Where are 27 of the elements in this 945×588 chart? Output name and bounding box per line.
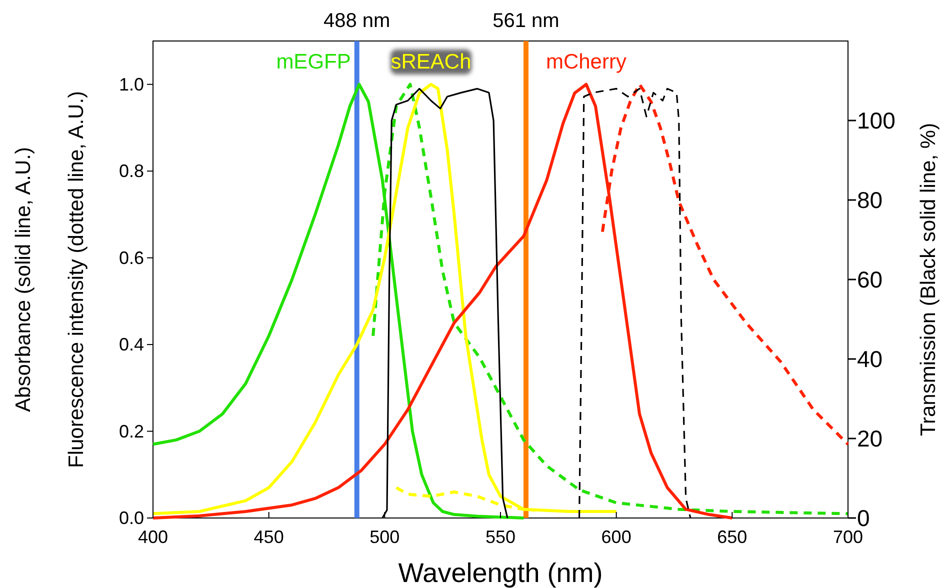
ref-line-label: 561 nm [492, 10, 560, 32]
y2-tick-label: 60 [857, 266, 883, 292]
text: Absorbance (solid line, A.U.) Fluorescence intensity (dotted line, A.U.) [12, 90, 88, 468]
y2-tick-label: 100 [857, 108, 896, 134]
y-tick-label: 1.0 [118, 74, 144, 94]
x-tick-label: 650 [717, 527, 748, 547]
line-series [394, 486, 537, 512]
y-tick-label: 0.8 [118, 161, 144, 182]
y2-axis-title: Transmission (Black solid line, %) [917, 122, 940, 436]
series-label: sREACh [390, 50, 472, 74]
y-tick-label: 0.6 [118, 248, 144, 268]
x-tick-label: 450 [254, 527, 284, 547]
y-tick-label: 0.0 [118, 508, 144, 528]
line-series [152, 82, 618, 516]
y2-tick-label: 20 [857, 426, 883, 452]
series-label: mEGFP [276, 50, 351, 74]
x-tick-label: 600 [601, 527, 632, 547]
y2-tick-label: 80 [857, 187, 883, 213]
x-tick-label: 500 [370, 527, 400, 547]
x-tick-label: 400 [138, 527, 168, 547]
series-label: mCherry [546, 50, 627, 74]
x-axis-title: Wavelength (nm) [398, 558, 603, 588]
y2-tick-label: 40 [857, 346, 883, 372]
y-tick-label: 0.4 [118, 334, 144, 355]
ref-line-label: 488 nm [324, 10, 390, 32]
y-tick-label: 0.2 [118, 421, 144, 442]
x-tick-label: 550 [485, 527, 516, 547]
